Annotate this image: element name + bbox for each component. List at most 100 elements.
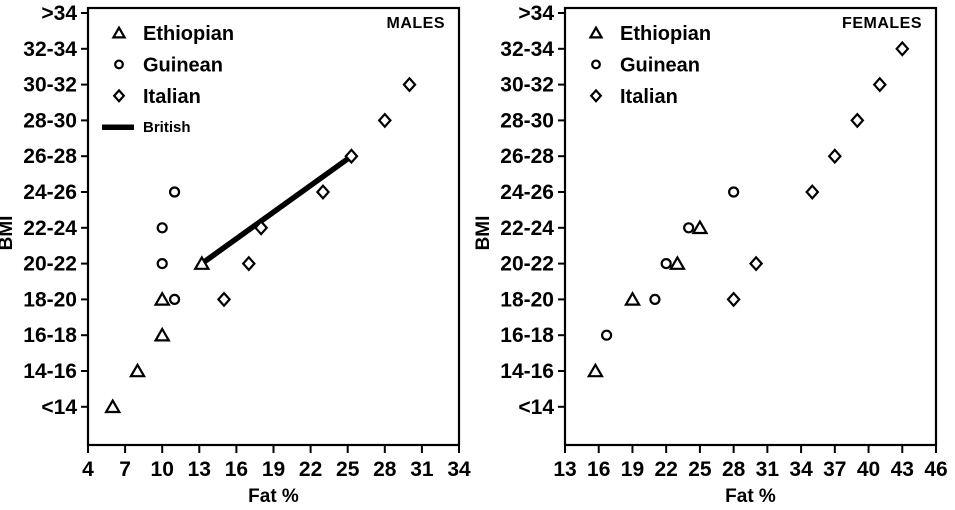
data-point-guinean	[683, 222, 695, 234]
x-tick-label: 25	[688, 458, 712, 481]
x-tick-label: 37	[823, 458, 846, 481]
y-tick-label: 26-28	[500, 145, 554, 168]
y-tick-label: 32-34	[500, 38, 554, 61]
data-point-ethiopian	[128, 362, 147, 378]
x-tick-label: 31	[756, 458, 780, 481]
y-tick-label: 24-26	[23, 181, 77, 204]
data-point-italian	[872, 76, 887, 93]
data-point-ethiopian	[153, 326, 171, 342]
legend-diamond-icon	[112, 88, 126, 103]
y-tick-label: <14	[518, 396, 554, 419]
data-point-italian	[241, 255, 256, 272]
data-point-guinean	[600, 329, 613, 341]
x-tick-label: 34	[447, 458, 471, 481]
plot-frame	[563, 6, 938, 447]
data-point-italian	[216, 291, 232, 308]
legend-label: Ethiopian	[620, 23, 711, 45]
y-tick-label: 14-16	[500, 360, 554, 383]
data-point-ethiopian	[193, 255, 211, 270]
y-tick-label: 16-18	[500, 324, 554, 347]
y-tick-label: 18-20	[500, 288, 554, 311]
y-tick-label: 30-32	[500, 74, 554, 97]
data-point-italian	[895, 40, 910, 57]
data-point-ethiopian	[586, 362, 604, 378]
x-tick-label: 46	[924, 458, 947, 481]
x-tick-label: 19	[262, 458, 285, 481]
legend-triangle-icon	[111, 25, 127, 39]
data-point-guinean	[168, 186, 181, 198]
legend-diamond-icon	[589, 88, 603, 103]
data-point-italian	[850, 112, 865, 129]
x-tick-label: 22	[299, 458, 322, 481]
data-point-ethiopian	[153, 291, 171, 306]
x-axis-label: Fat %	[248, 486, 299, 507]
data-point-italian	[805, 184, 820, 200]
legend-label: Guinean	[143, 54, 223, 76]
x-tick-label: 13	[188, 458, 211, 481]
y-tick-label: 22-24	[23, 217, 77, 240]
y-tick-label: 28-30	[500, 109, 554, 132]
data-point-italian	[726, 291, 741, 308]
y-tick-label: 26-28	[23, 145, 77, 168]
x-axis-label: Fat %	[725, 486, 776, 507]
data-point-guinean	[649, 293, 661, 305]
legend-label: Guinean	[620, 54, 700, 76]
panel-title: MALES	[387, 15, 446, 32]
y-tick-label: 28-30	[23, 109, 77, 132]
data-point-guinean	[728, 186, 740, 198]
x-tick-label: 19	[621, 458, 644, 481]
y-tick-label: 14-16	[23, 360, 77, 383]
x-tick-label: 40	[857, 458, 880, 481]
y-tick-label: 20-22	[23, 253, 77, 276]
legend-label: British	[143, 119, 191, 136]
x-tick-label: 7	[119, 458, 131, 481]
data-point-ethiopian	[623, 291, 642, 306]
data-point-italian	[315, 184, 331, 200]
data-point-guinean	[156, 258, 168, 270]
panel-title: FEMALES	[842, 15, 922, 32]
data-point-italian	[402, 76, 417, 93]
x-tick-label: 34	[789, 458, 813, 481]
x-tick-label: 31	[410, 458, 434, 481]
y-tick-label: 30-32	[23, 74, 77, 97]
y-tick-label: <14	[41, 396, 77, 419]
data-point-guinean	[156, 222, 168, 234]
x-tick-label: 10	[151, 458, 174, 481]
y-tick-label: >34	[518, 2, 554, 25]
x-tick-label: 4	[82, 458, 94, 481]
data-point-italian	[377, 112, 392, 129]
reference-line-british	[200, 153, 354, 266]
y-tick-label: 18-20	[23, 288, 77, 311]
x-tick-label: 16	[225, 458, 248, 481]
data-point-italian	[827, 148, 842, 165]
y-axis-label: BMI	[473, 216, 494, 251]
x-tick-label: 25	[336, 458, 360, 481]
panel-males: >34 32-34 30-32 28-30 26-28 24-26 22-24 20-22 18…	[0, 2, 471, 507]
data-point-italian	[254, 219, 269, 236]
x-tick-label: 13	[553, 458, 576, 481]
y-tick-label: >34	[41, 2, 77, 25]
y-tick-label: 32-34	[23, 38, 77, 61]
y-tick-label: 16-18	[23, 324, 77, 347]
data-point-ethiopian	[104, 398, 122, 414]
panel-females: >34 32-34 30-32 28-30 26-28 24-26 22-24 20-22 18…	[473, 2, 948, 507]
x-tick-label: 22	[655, 458, 678, 481]
y-tick-label: 20-22	[500, 253, 554, 276]
legend-circle-icon	[114, 59, 124, 70]
y-tick-label: 24-26	[500, 181, 554, 204]
x-tick-label: 28	[373, 458, 397, 481]
legend-label: Italian	[620, 86, 678, 108]
legend-triangle-icon	[588, 25, 604, 39]
legend-label: Ethiopian	[143, 23, 234, 45]
legend-label: Italian	[143, 86, 201, 108]
x-tick-label: 16	[587, 458, 610, 481]
data-point-italian	[749, 255, 764, 272]
y-tick-label: 22-24	[500, 217, 554, 240]
data-point-ethiopian	[691, 219, 709, 235]
data-point-italian	[344, 148, 359, 165]
data-point-ethiopian	[668, 255, 686, 270]
x-tick-label: 43	[891, 458, 914, 481]
data-point-guinean	[168, 293, 181, 305]
y-axis-label: BMI	[0, 216, 17, 251]
